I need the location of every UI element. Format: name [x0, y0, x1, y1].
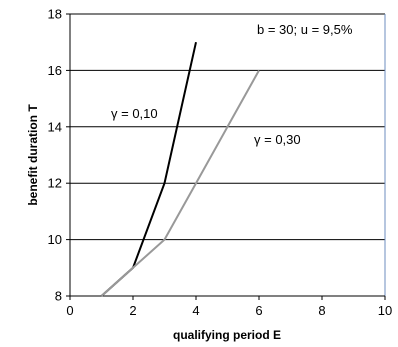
y-tick-label: 12	[48, 176, 62, 191]
y-axis-title: benefit duration T	[26, 104, 40, 206]
y-tick-label: 10	[48, 232, 62, 247]
x-tick-label: 4	[192, 303, 199, 318]
x-tick-label: 0	[66, 303, 73, 318]
y-tick-label: 8	[55, 289, 62, 304]
x-axis-title: qualifying period E	[173, 328, 281, 342]
x-tick-label: 6	[255, 303, 262, 318]
series-label-gamma-030: γ = 0,30	[254, 132, 301, 147]
x-tick-label: 8	[318, 303, 325, 318]
series-line-1	[100, 41, 197, 297]
series-line-2	[100, 69, 260, 297]
x-tick-label: 2	[129, 303, 136, 318]
y-tick-label: 14	[48, 119, 62, 134]
y-tick-label: 18	[48, 7, 62, 22]
y-tick-label: 16	[48, 63, 62, 78]
plot-frame	[69, 13, 386, 297]
parameters-annotation: b = 30; u = 9,5%	[257, 22, 353, 37]
x-tick-labels: 0 2 4 6 8 10	[66, 296, 392, 318]
x-tick-label: 10	[378, 303, 392, 318]
series-label-gamma-010: γ = 0,10	[111, 106, 158, 121]
y-tick-labels: 8 10 12 14 16 18	[48, 7, 70, 304]
gridlines	[70, 69, 385, 241]
series-group	[100, 41, 260, 297]
